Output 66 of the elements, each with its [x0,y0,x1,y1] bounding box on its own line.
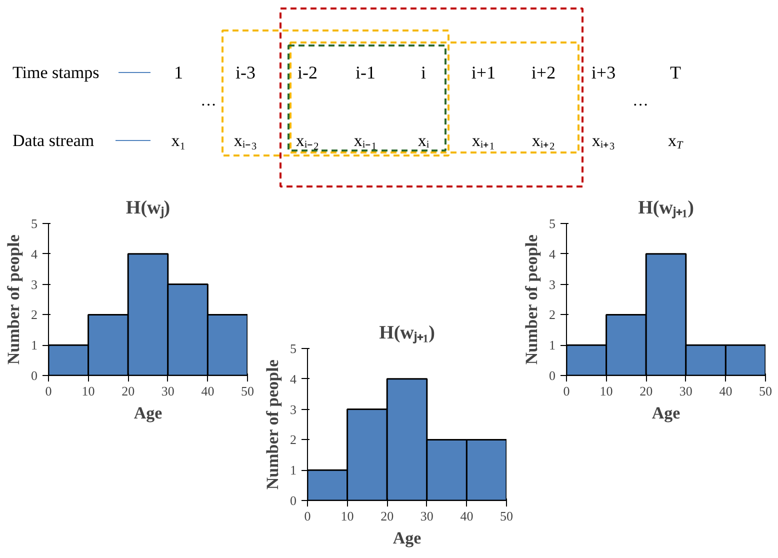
x-tick-label: 10 [340,508,354,524]
x-tick-label: 30 [679,384,692,398]
y-tick-label: 0 [290,493,296,508]
y-tick-label: 5 [549,216,556,231]
x-tick-label: 40 [201,384,214,398]
y-axis-title: Number of people [4,234,23,365]
y-tick-label: 5 [290,341,296,356]
x-tick-label: 50 [759,384,772,398]
x-tick-label: 0 [45,384,52,398]
text: xᵢ₋₃ [234,131,258,150]
text: i+3 [591,62,616,82]
x-tick-label: 50 [500,508,513,524]
text: ··· [632,97,648,114]
x-axis-title: Age [652,404,681,422]
text: xᵢ [418,131,430,150]
text: xᵢ₋₂ [296,131,320,150]
text: xᵢ₊₃ [592,131,616,150]
x-tick-label: 20 [640,384,653,398]
y-tick-label: 3 [31,276,38,292]
text: i-2 [298,62,318,82]
y-tick-label: 1 [31,338,38,353]
chart-title: H(wⱼ₊₁) [379,322,435,344]
chart-title: H(wⱼ₊₁) [638,198,694,218]
text: Time stamps [12,63,100,82]
text: x₁ [171,131,186,150]
y-tick-label: 5 [31,216,38,231]
chart-title: H(wⱼ) [126,198,170,218]
text: T [670,62,681,82]
x-tick-label: 20 [122,384,135,398]
y-tick-label: 4 [549,246,556,262]
text: Data stream [12,131,94,150]
x-tick-label: 20 [380,508,394,524]
x-tick-label: 40 [460,508,474,524]
text: ··· [200,97,216,114]
text: xᵢ₊₁ [472,131,496,150]
x-tick-label: 40 [719,384,732,398]
text: 1 [174,62,183,82]
y-tick-label: 3 [290,402,296,417]
x-axis-title: Age [392,528,422,548]
text: xᵢ₋₁ [354,131,378,150]
y-tick-label: 4 [290,371,297,386]
x-tick-label: 30 [420,508,434,524]
text: i [421,62,426,82]
y-tick-label: 0 [549,368,556,383]
y-axis-title: Number of people [263,359,282,490]
text: i+2 [531,62,556,82]
text: i+1 [471,62,496,82]
y-tick-label: 2 [290,432,296,448]
x-tick-label: 10 [82,384,95,398]
y-tick-label: 3 [549,276,556,292]
y-tick-label: 0 [31,368,38,383]
text: xᵢ₊₂ [532,131,556,150]
text: i-1 [356,62,376,82]
y-axis-title: Number of people [522,234,541,365]
y-tick-label: 4 [31,246,38,262]
x-tick-label: 30 [161,384,174,398]
x-tick-label: 50 [241,384,254,398]
y-tick-label: 1 [290,462,296,478]
x-axis-title: Age [134,404,163,422]
x-tick-label: 0 [563,384,570,398]
y-tick-label: 1 [549,338,556,353]
text: i-3 [236,62,256,82]
x-tick-label: 10 [600,384,613,398]
y-tick-label: 2 [31,307,38,322]
x-tick-label: 0 [304,508,311,524]
y-tick-label: 2 [549,307,556,322]
